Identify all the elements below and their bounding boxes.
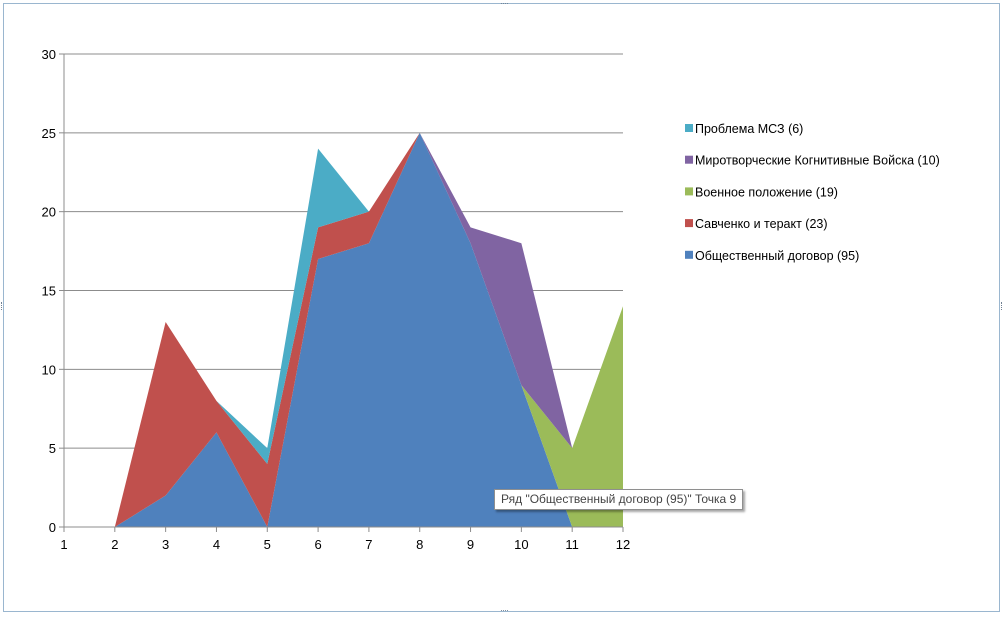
resize-handle-bottom[interactable]: ····	[500, 605, 509, 615]
x-tick-label: 11	[565, 537, 579, 552]
series-area	[64, 132, 623, 527]
y-tick-label: 15	[42, 284, 56, 299]
series-area	[64, 132, 623, 527]
legend-swatch	[685, 155, 693, 164]
y-tick-label: 20	[42, 205, 56, 220]
x-tick-label: 4	[213, 537, 220, 552]
x-axis-ticks: 1 2 3 4 5 6 7 8 9 10 11 12	[60, 527, 630, 552]
resize-handle-top[interactable]: ····	[500, 0, 509, 8]
x-tick-label: 9	[467, 537, 474, 552]
legend-swatch	[685, 124, 693, 132]
series-area	[64, 132, 623, 527]
series-area	[64, 132, 623, 527]
x-tick-label: 8	[416, 537, 423, 552]
legend-label: Проблема МСЗ (6)	[695, 122, 803, 136]
series-area	[64, 132, 623, 527]
y-tick-label: 30	[42, 47, 56, 62]
y-axis-ticks: 0 5 10 15 20 25 30	[42, 47, 64, 535]
y-tick-label: 25	[42, 126, 56, 141]
data-point-tooltip: Ряд "Общественный договор (95)" Точка 9	[494, 489, 744, 510]
legend-label: Миротворческие Когнитивные Войска (10)	[695, 154, 940, 168]
x-tick-label: 7	[365, 537, 372, 552]
resize-handle-left[interactable]	[1, 302, 5, 310]
x-tick-label: 6	[314, 537, 321, 552]
x-tick-label: 3	[162, 537, 169, 552]
plot-series	[64, 132, 623, 527]
x-tick-label: 2	[111, 537, 118, 552]
y-tick-label: 5	[49, 441, 56, 456]
x-tick-label: 1	[60, 537, 67, 552]
y-tick-label: 0	[49, 520, 56, 535]
x-tick-label: 10	[514, 537, 528, 552]
legend-swatch	[685, 187, 693, 196]
x-tick-label: 5	[264, 537, 271, 552]
legend-label: Военное положение (19)	[695, 185, 838, 199]
legend-label: Общественный договор (95)	[695, 249, 859, 263]
resize-handle-right[interactable]	[998, 302, 1002, 310]
legend-swatch	[685, 250, 693, 259]
legend-swatch	[685, 219, 693, 228]
x-tick-label: 12	[616, 537, 630, 552]
y-tick-label: 10	[42, 362, 56, 377]
legend: Проблема МСЗ (6) Миротворческие Когнитивн…	[685, 122, 940, 263]
legend-label: Савченко и теракт (23)	[695, 217, 828, 231]
